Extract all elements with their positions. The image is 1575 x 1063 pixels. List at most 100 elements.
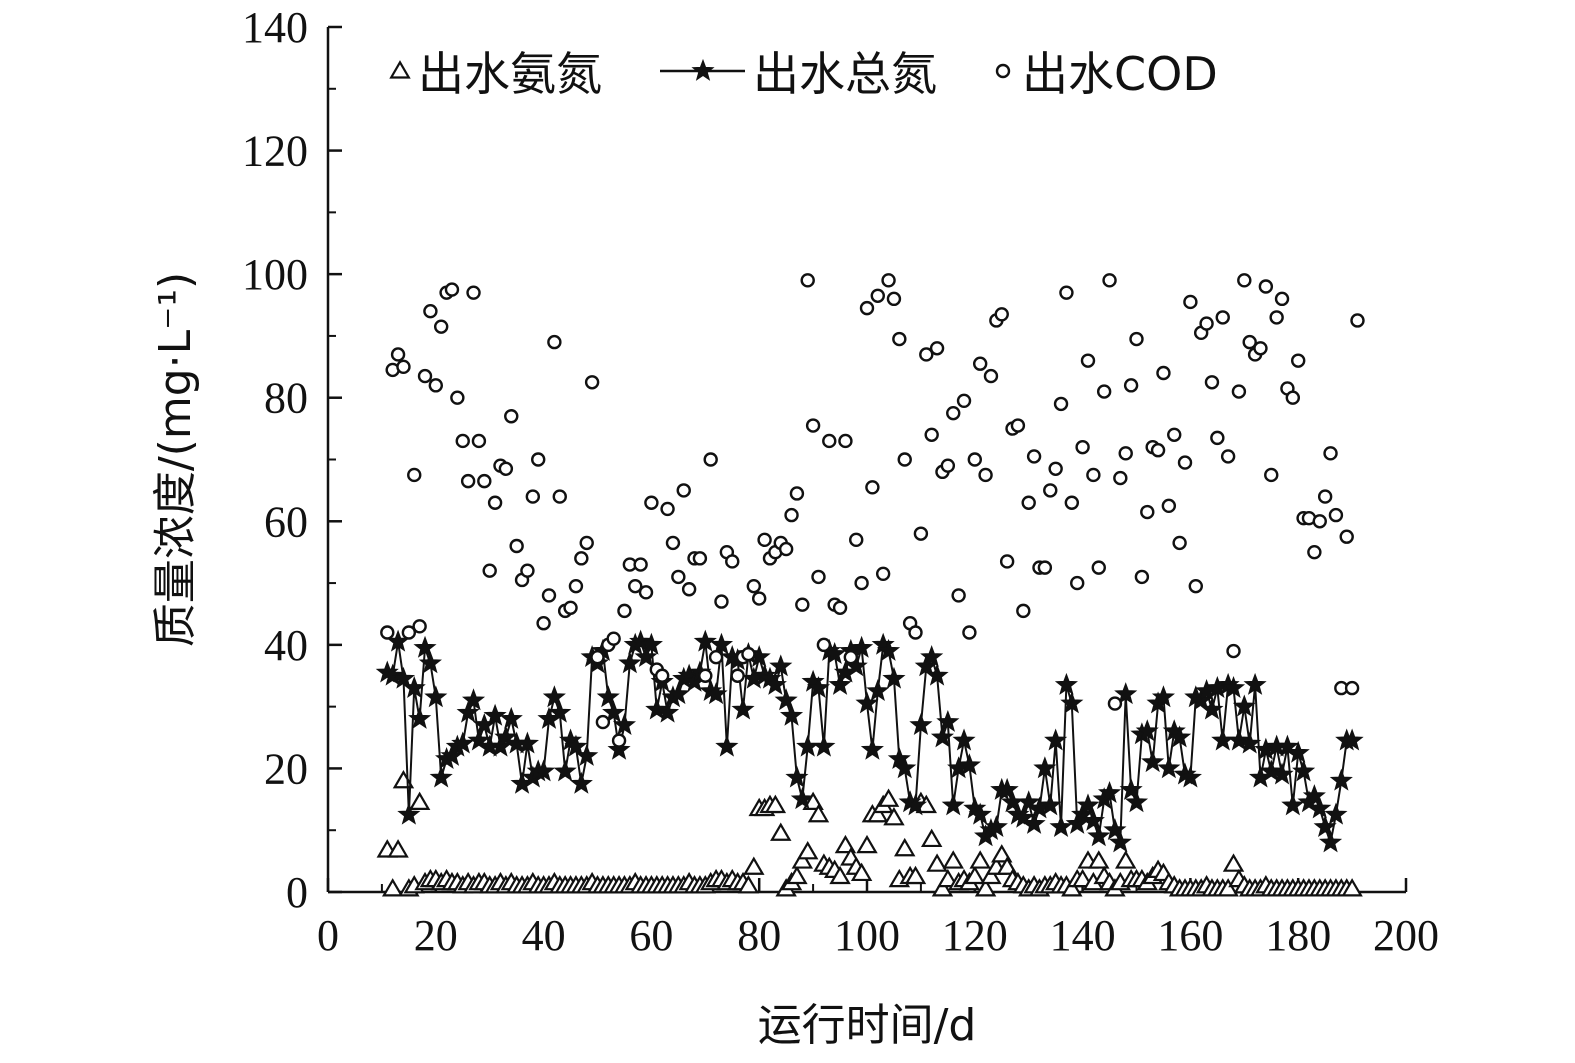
data-point-circle: [676, 483, 691, 498]
data-point-triangle: [926, 853, 948, 872]
data-point-circle: [1307, 544, 1322, 560]
data-point-circle: [1048, 461, 1063, 476]
data-point-circle: [1156, 365, 1171, 381]
data-point-circle: [455, 433, 470, 449]
data-point-star: [634, 645, 658, 668]
data-point-triangle: [802, 791, 824, 810]
legend-label-cod: 出水COD: [1022, 47, 1218, 101]
data-point-star: [408, 706, 432, 729]
data-point-star: [429, 765, 453, 788]
data-point-star: [461, 688, 486, 711]
data-point-circle: [886, 291, 902, 307]
data-point-circle: [1204, 375, 1220, 390]
data-point-triangle: [764, 794, 787, 814]
data-point-star: [1049, 814, 1073, 837]
data-point-star: [618, 651, 642, 674]
data-point-circle: [1220, 449, 1236, 464]
data-point-circle: [892, 331, 907, 347]
y-tick-label: 100: [242, 250, 308, 299]
data-point-star: [984, 814, 1008, 837]
legend-marker-triangle-icon: [389, 60, 411, 79]
data-point-circle: [1167, 427, 1182, 442]
data-point-star: [1087, 824, 1111, 847]
data-point-triangle: [894, 837, 916, 857]
data-point-star: [769, 654, 793, 677]
data-point-star: [779, 703, 804, 726]
data-point-circle: [482, 563, 497, 578]
data-point-star: [451, 731, 475, 754]
data-point-circle: [843, 650, 859, 665]
data-point-circle: [746, 578, 762, 594]
data-point-star: [957, 753, 981, 776]
data-point-star: [860, 737, 884, 760]
data-point-circle: [681, 582, 697, 597]
data-point-triangle: [991, 844, 1013, 863]
data-point-circle: [854, 575, 869, 591]
data-point-star: [893, 756, 917, 779]
data-point-circle: [805, 418, 821, 433]
y-tick-label: 80: [264, 374, 308, 423]
data-point-star: [499, 706, 523, 729]
data-point-star: [391, 666, 416, 689]
data-point-circle: [795, 597, 810, 612]
data-point-circle: [951, 588, 966, 603]
x-tick-label: 80: [737, 911, 781, 960]
y-tick-label: 140: [242, 3, 308, 52]
data-point-star: [553, 759, 577, 782]
data-point-circle: [703, 452, 718, 467]
data-point-star: [1243, 672, 1267, 695]
data-point-triangle: [931, 878, 954, 897]
data-point-star: [575, 743, 599, 766]
series-star: [375, 629, 1364, 853]
data-point-star: [1060, 691, 1084, 714]
data-point-star: [1221, 675, 1246, 698]
data-point-circle: [983, 368, 999, 384]
data-point-circle: [875, 566, 891, 582]
data-point-star: [666, 682, 690, 705]
data-point-star: [548, 700, 572, 723]
data-point-circle: [800, 273, 815, 288]
data-point-triangle: [829, 865, 851, 885]
data-point-star: [1141, 750, 1165, 773]
data-point-triangle: [791, 850, 814, 869]
data-point-circle: [757, 532, 772, 548]
data-point-circle: [633, 557, 648, 572]
data-point-circle: [407, 467, 422, 483]
data-point-circle: [1096, 384, 1112, 399]
legend-label-total-nitrogen: 出水总氮: [753, 47, 937, 101]
data-point-star: [1011, 805, 1035, 828]
data-point-triangle: [381, 878, 404, 897]
data-point-circle: [611, 733, 627, 748]
data-point-circle: [1150, 443, 1166, 458]
data-point-circle: [1339, 529, 1354, 544]
data-point-circle: [1053, 396, 1069, 412]
data-point-star: [903, 793, 928, 816]
legend-triangle: [389, 60, 411, 79]
x-axis-title: 运行时间/d: [758, 1000, 977, 1051]
data-point-star: [1324, 802, 1348, 825]
data-point-circle: [1199, 316, 1214, 331]
x-tick-label: 100: [834, 911, 900, 960]
data-point-circle: [1043, 483, 1058, 498]
data-point-circle: [725, 554, 740, 569]
data-point-triangle: [964, 865, 986, 885]
data-point-star: [1114, 682, 1138, 705]
data-point-triangle: [408, 791, 431, 810]
data-point-circle: [460, 473, 476, 489]
data-point-star: [602, 700, 626, 723]
legend-marker-circle-icon: [995, 63, 1011, 79]
data-point-star: [866, 679, 890, 702]
data-point-triangle: [980, 865, 1002, 885]
data-point-star: [790, 787, 814, 810]
data-point-circle: [665, 535, 681, 551]
data-point-star: [812, 734, 836, 757]
data-point-triangle: [856, 834, 878, 854]
data-point-star: [1022, 811, 1046, 834]
data-point-circle: [390, 347, 406, 362]
data-point-star: [483, 703, 507, 726]
data-point-star: [542, 685, 566, 708]
data-point-circle: [1237, 273, 1252, 288]
data-point-star: [1097, 780, 1122, 803]
data-point-circle: [1118, 446, 1133, 461]
data-point-circle: [477, 473, 492, 489]
